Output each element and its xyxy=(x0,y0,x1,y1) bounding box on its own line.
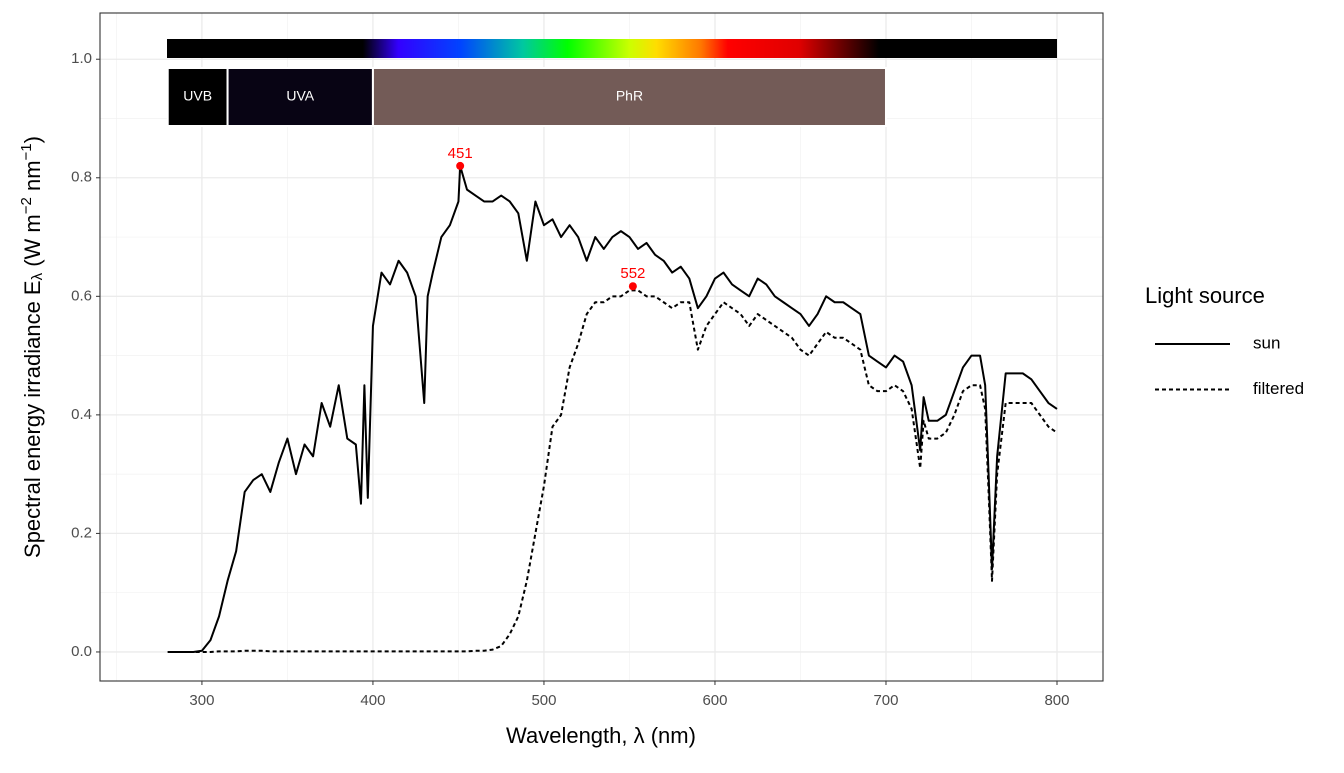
peak-label: 552 xyxy=(620,265,645,282)
x-tick-label: 500 xyxy=(531,692,556,709)
legend-label: filtered xyxy=(1253,379,1304,398)
peak-point xyxy=(628,282,637,291)
spectrum-bar xyxy=(167,39,1057,58)
x-axis-label: Wavelength, λ (nm) xyxy=(506,723,696,748)
legend-title: Light source xyxy=(1145,283,1265,308)
y-tick-label: 0.8 xyxy=(71,169,92,186)
legend-label: sun xyxy=(1253,333,1280,352)
y-label-part: Spectral energy irradiance E xyxy=(20,280,45,558)
panel-border xyxy=(99,12,1104,682)
y-label-part: −2 xyxy=(18,197,35,214)
waveband-label: UVB xyxy=(183,88,212,104)
y-tick-label: 1.0 xyxy=(71,50,92,67)
legend: Light source sun filtered xyxy=(1145,283,1304,398)
waveband xyxy=(371,67,887,127)
y-label-part: nm xyxy=(20,160,45,197)
peak-point xyxy=(456,161,465,170)
plot: UVB UVA PhR 451 552 xyxy=(166,67,1058,653)
x-tick-label: 400 xyxy=(360,692,385,709)
y-tick-label: 0.6 xyxy=(71,287,92,304)
peak-label: 451 xyxy=(448,145,473,162)
y-axis-label: Spectral energy irradiance Eλ (W m−2 nm−… xyxy=(18,136,46,558)
x-tick-label: 300 xyxy=(189,692,214,709)
x-tick-label: 600 xyxy=(702,692,727,709)
y-label-part: (W m xyxy=(20,214,45,273)
y-tick-label: 0.0 xyxy=(71,643,92,660)
y-label-part: ) xyxy=(20,136,45,143)
waveband xyxy=(226,67,374,127)
series-line xyxy=(167,289,1058,653)
series-line xyxy=(167,164,1058,653)
x-tick-label: 700 xyxy=(873,692,898,709)
waveband xyxy=(166,67,229,127)
y-tick-label: 0.2 xyxy=(71,524,92,541)
x-tick-label: 800 xyxy=(1044,692,1069,709)
y-label-part: −1 xyxy=(18,143,35,160)
waveband-label: PhR xyxy=(616,88,643,104)
waveband-label: UVA xyxy=(286,88,314,104)
y-tick-label: 0.4 xyxy=(71,406,92,423)
y-label-part: λ xyxy=(29,272,46,280)
